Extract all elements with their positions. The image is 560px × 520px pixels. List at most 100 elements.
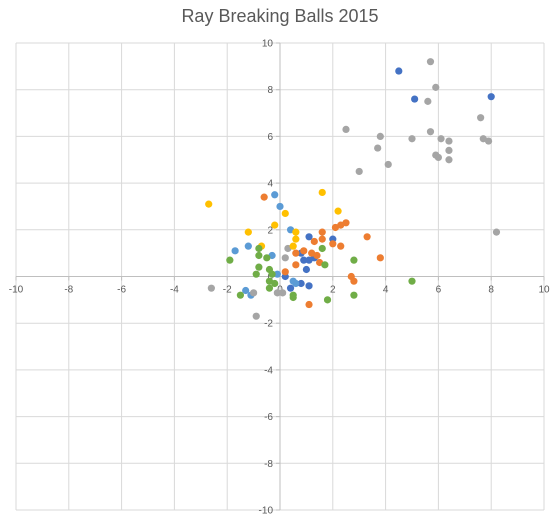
data-point-series-3 (260, 193, 268, 201)
data-point-series-4 (477, 114, 485, 122)
data-point-series-4 (492, 228, 501, 236)
data-point-series-6 (255, 251, 263, 260)
data-point-series-3 (281, 268, 289, 276)
data-point-series-3 (318, 228, 326, 236)
data-point-series-4 (207, 284, 215, 292)
data-point-series-2 (276, 202, 284, 211)
data-point-series-6 (350, 256, 358, 264)
y-tick-label: -2 (264, 319, 273, 330)
x-tick-label: -4 (170, 285, 179, 296)
x-tick-label: -8 (64, 285, 73, 296)
data-point-series-4 (376, 132, 384, 140)
data-point-series-6 (226, 256, 234, 264)
data-point-series-5 (292, 228, 300, 236)
x-tick-label: -6 (117, 285, 126, 296)
data-point-series-3 (337, 242, 345, 250)
data-point-series-2 (289, 277, 297, 285)
data-point-series-4 (252, 312, 260, 320)
data-point-series-3 (305, 300, 313, 309)
data-point-series-1 (297, 279, 305, 288)
data-point-series-5 (292, 235, 300, 243)
data-point-series-1 (487, 93, 495, 101)
data-point-series-6 (236, 291, 244, 299)
y-tick-label: 4 (267, 179, 273, 190)
x-tick-label: 10 (538, 285, 550, 296)
tick-labels: -10 -8 -6 -4 -2 0 2 4 6 8 10 -10 -8 -6 -4 -2 2 4 6 8 10 0 (9, 39, 550, 517)
data-point-series-4 (279, 289, 287, 297)
data-point-series-4 (445, 146, 453, 155)
data-point-series-1 (305, 233, 313, 241)
data-point-series-4 (434, 153, 442, 162)
data-point-series-6 (289, 293, 297, 302)
data-point-series-4 (250, 289, 258, 297)
y-tick-label: 10 (262, 39, 274, 50)
data-point-series-2 (273, 270, 281, 278)
data-point-series-3 (292, 249, 300, 257)
data-point-series-6 (255, 263, 263, 271)
data-point-series-6 (271, 279, 279, 288)
data-point-series-2 (271, 191, 279, 199)
data-point-series-4 (445, 156, 453, 164)
x-tick-label: 8 (488, 285, 494, 296)
data-point-series-4 (408, 135, 416, 143)
data-point-series-2 (231, 247, 239, 255)
data-point-series-5 (334, 207, 342, 215)
data-point-series-3 (300, 247, 308, 255)
x-tick-label: 6 (436, 285, 442, 296)
data-point-series-3 (313, 251, 321, 260)
data-point-series-5 (244, 228, 252, 236)
data-point-series-4 (424, 97, 432, 105)
data-point-series-6 (350, 291, 358, 299)
data-point-series-6 (265, 284, 274, 292)
data-point-series-3 (337, 221, 345, 229)
x-tick-label: 0 (277, 285, 283, 296)
data-point-series-6 (321, 261, 329, 269)
data-point-series-4 (479, 135, 487, 143)
data-point-series-3 (310, 237, 318, 246)
data-point-series-6 (323, 296, 332, 304)
data-point-series-5 (289, 242, 297, 250)
y-tick-label: -8 (264, 459, 273, 470)
y-tick-label: 0 (267, 272, 273, 283)
y-tick-label: 2 (267, 225, 273, 236)
data-point-series-4 (355, 167, 363, 176)
data-point-series-3 (363, 233, 371, 241)
y-tick-label: 6 (267, 132, 273, 143)
data-point-series-2 (242, 286, 250, 295)
x-tick-label: 4 (383, 285, 389, 296)
x-tick-label: -2 (223, 285, 232, 296)
data-point-series-1 (305, 282, 313, 290)
data-point-series-5 (281, 209, 289, 218)
y-tick-label: -6 (264, 412, 273, 423)
data-point-series-4 (273, 289, 281, 297)
data-point-series-6 (255, 244, 263, 253)
chart-title: Ray Breaking Balls 2015 (181, 6, 379, 26)
x-tick-label: -10 (9, 285, 24, 296)
y-tick-label: 8 (267, 85, 273, 96)
data-point-series-1 (300, 256, 308, 264)
data-point-series-6 (252, 270, 260, 278)
data-point-series-3 (376, 254, 384, 262)
data-point-series-3 (329, 240, 337, 248)
data-point-series-1 (395, 67, 403, 75)
data-point-series-6 (268, 270, 276, 278)
data-point-series-3 (292, 261, 300, 269)
data-point-series-4 (426, 58, 435, 66)
data-point-series-4 (426, 128, 435, 136)
data-point-series-5 (318, 188, 326, 197)
y-tick-label: -10 (259, 506, 274, 517)
data-point-series-4 (281, 254, 289, 262)
data-point-series-1 (286, 284, 295, 292)
x-tick-label: 2 (330, 285, 336, 296)
data-point-series-1 (411, 95, 419, 103)
data-point-series-6 (318, 244, 326, 253)
y-tick-label: -4 (264, 365, 273, 376)
data-point-series-1 (302, 265, 310, 274)
data-point-series-3 (318, 235, 326, 243)
data-point-series-6 (408, 277, 416, 285)
data-point-series-4 (445, 137, 453, 145)
data-point-series-3 (350, 277, 358, 285)
data-point-series-2 (244, 242, 252, 250)
data-point-series-5 (271, 221, 279, 229)
